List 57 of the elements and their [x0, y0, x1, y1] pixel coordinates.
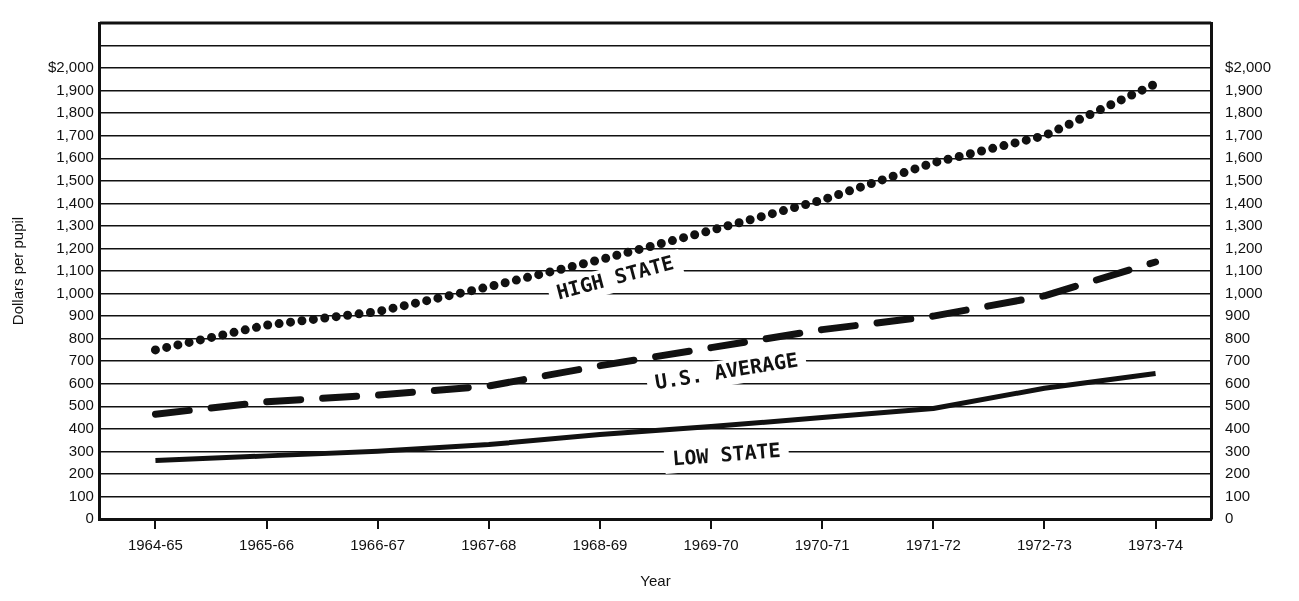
y-tick-label: 100	[68, 486, 94, 504]
y2-tick-label: 700	[1225, 351, 1251, 369]
y-tick-label: $2,000	[47, 58, 94, 76]
text: U.S. AVERAGE	[653, 347, 800, 395]
y2-tick-label: 200	[1225, 464, 1251, 482]
x-axis-title: Year	[640, 572, 671, 590]
y2-tick-label: 600	[1225, 373, 1251, 391]
x-tick-label: 1971-72	[905, 536, 961, 554]
x-tick-label: 1970-71	[794, 536, 850, 554]
y-tick-label: 900	[68, 306, 94, 324]
y2-tick-label: 0	[1225, 509, 1234, 527]
y-tick-label: 1,800	[56, 103, 94, 121]
y-tick-label: 600	[68, 373, 94, 391]
y2-tick-label: 900	[1225, 306, 1251, 324]
y2-tick-label: $2,000	[1225, 58, 1272, 76]
x-tick-label: 1964-65	[127, 536, 183, 554]
y-tick-label: 0	[85, 509, 94, 527]
y-tick-label: 700	[68, 351, 94, 369]
x-tick-label: 1965-66	[239, 536, 295, 554]
x-tick-label: 1969-70	[683, 536, 739, 554]
x-tick-label: 1967-68	[461, 536, 517, 554]
series-label: LOW STATE	[671, 437, 782, 471]
y-tick-label: 1,600	[56, 148, 94, 166]
y2-tick-label: 1,800	[1225, 103, 1263, 121]
y-tick-label: 1,700	[56, 125, 94, 143]
y2-tick-label: 1,600	[1225, 148, 1263, 166]
y2-tick-label: 1,300	[1225, 216, 1263, 234]
x-tick-label: 1968-69	[572, 536, 628, 554]
y2-tick-label: 1,000	[1225, 283, 1263, 301]
y2-tick-label: 400	[1225, 418, 1251, 436]
y-tick-label: 1,500	[56, 170, 94, 188]
y-tick-label: 1,100	[56, 261, 94, 279]
y-tick-label: 1,200	[56, 238, 94, 256]
y-tick-label: 500	[68, 396, 94, 414]
y2-tick-label: 1,700	[1225, 125, 1263, 143]
y-tick-label: 800	[68, 328, 94, 346]
y2-tick-label: 1,900	[1225, 80, 1263, 98]
x-tick-label: 1972-73	[1016, 536, 1072, 554]
y-tick-label: 1,300	[56, 216, 94, 234]
y2-tick-label: 100	[1225, 486, 1251, 504]
y-tick-label: 1,000	[56, 283, 94, 301]
x-tick-label: 1973-74	[1128, 536, 1184, 554]
y2-tick-label: 300	[1225, 441, 1251, 459]
y-tick-label: 200	[68, 464, 94, 482]
x-tick-label: 1966-67	[350, 536, 406, 554]
y2-tick-label: 500	[1225, 396, 1251, 414]
text: HIGH STATE	[553, 250, 677, 305]
y-axis-title: Dollars per pupil	[9, 216, 27, 326]
y-tick-label: 1,400	[56, 193, 94, 211]
y-tick-label: 1,900	[56, 80, 94, 98]
y2-tick-label: 800	[1225, 328, 1251, 346]
y2-tick-label: 1,200	[1225, 238, 1263, 256]
y2-tick-label: 1,500	[1225, 170, 1263, 188]
y-tick-label: 400	[68, 418, 94, 436]
y2-tick-label: 1,400	[1225, 193, 1263, 211]
y2-tick-label: 1,100	[1225, 261, 1263, 279]
y-tick-label: 300	[68, 441, 94, 459]
